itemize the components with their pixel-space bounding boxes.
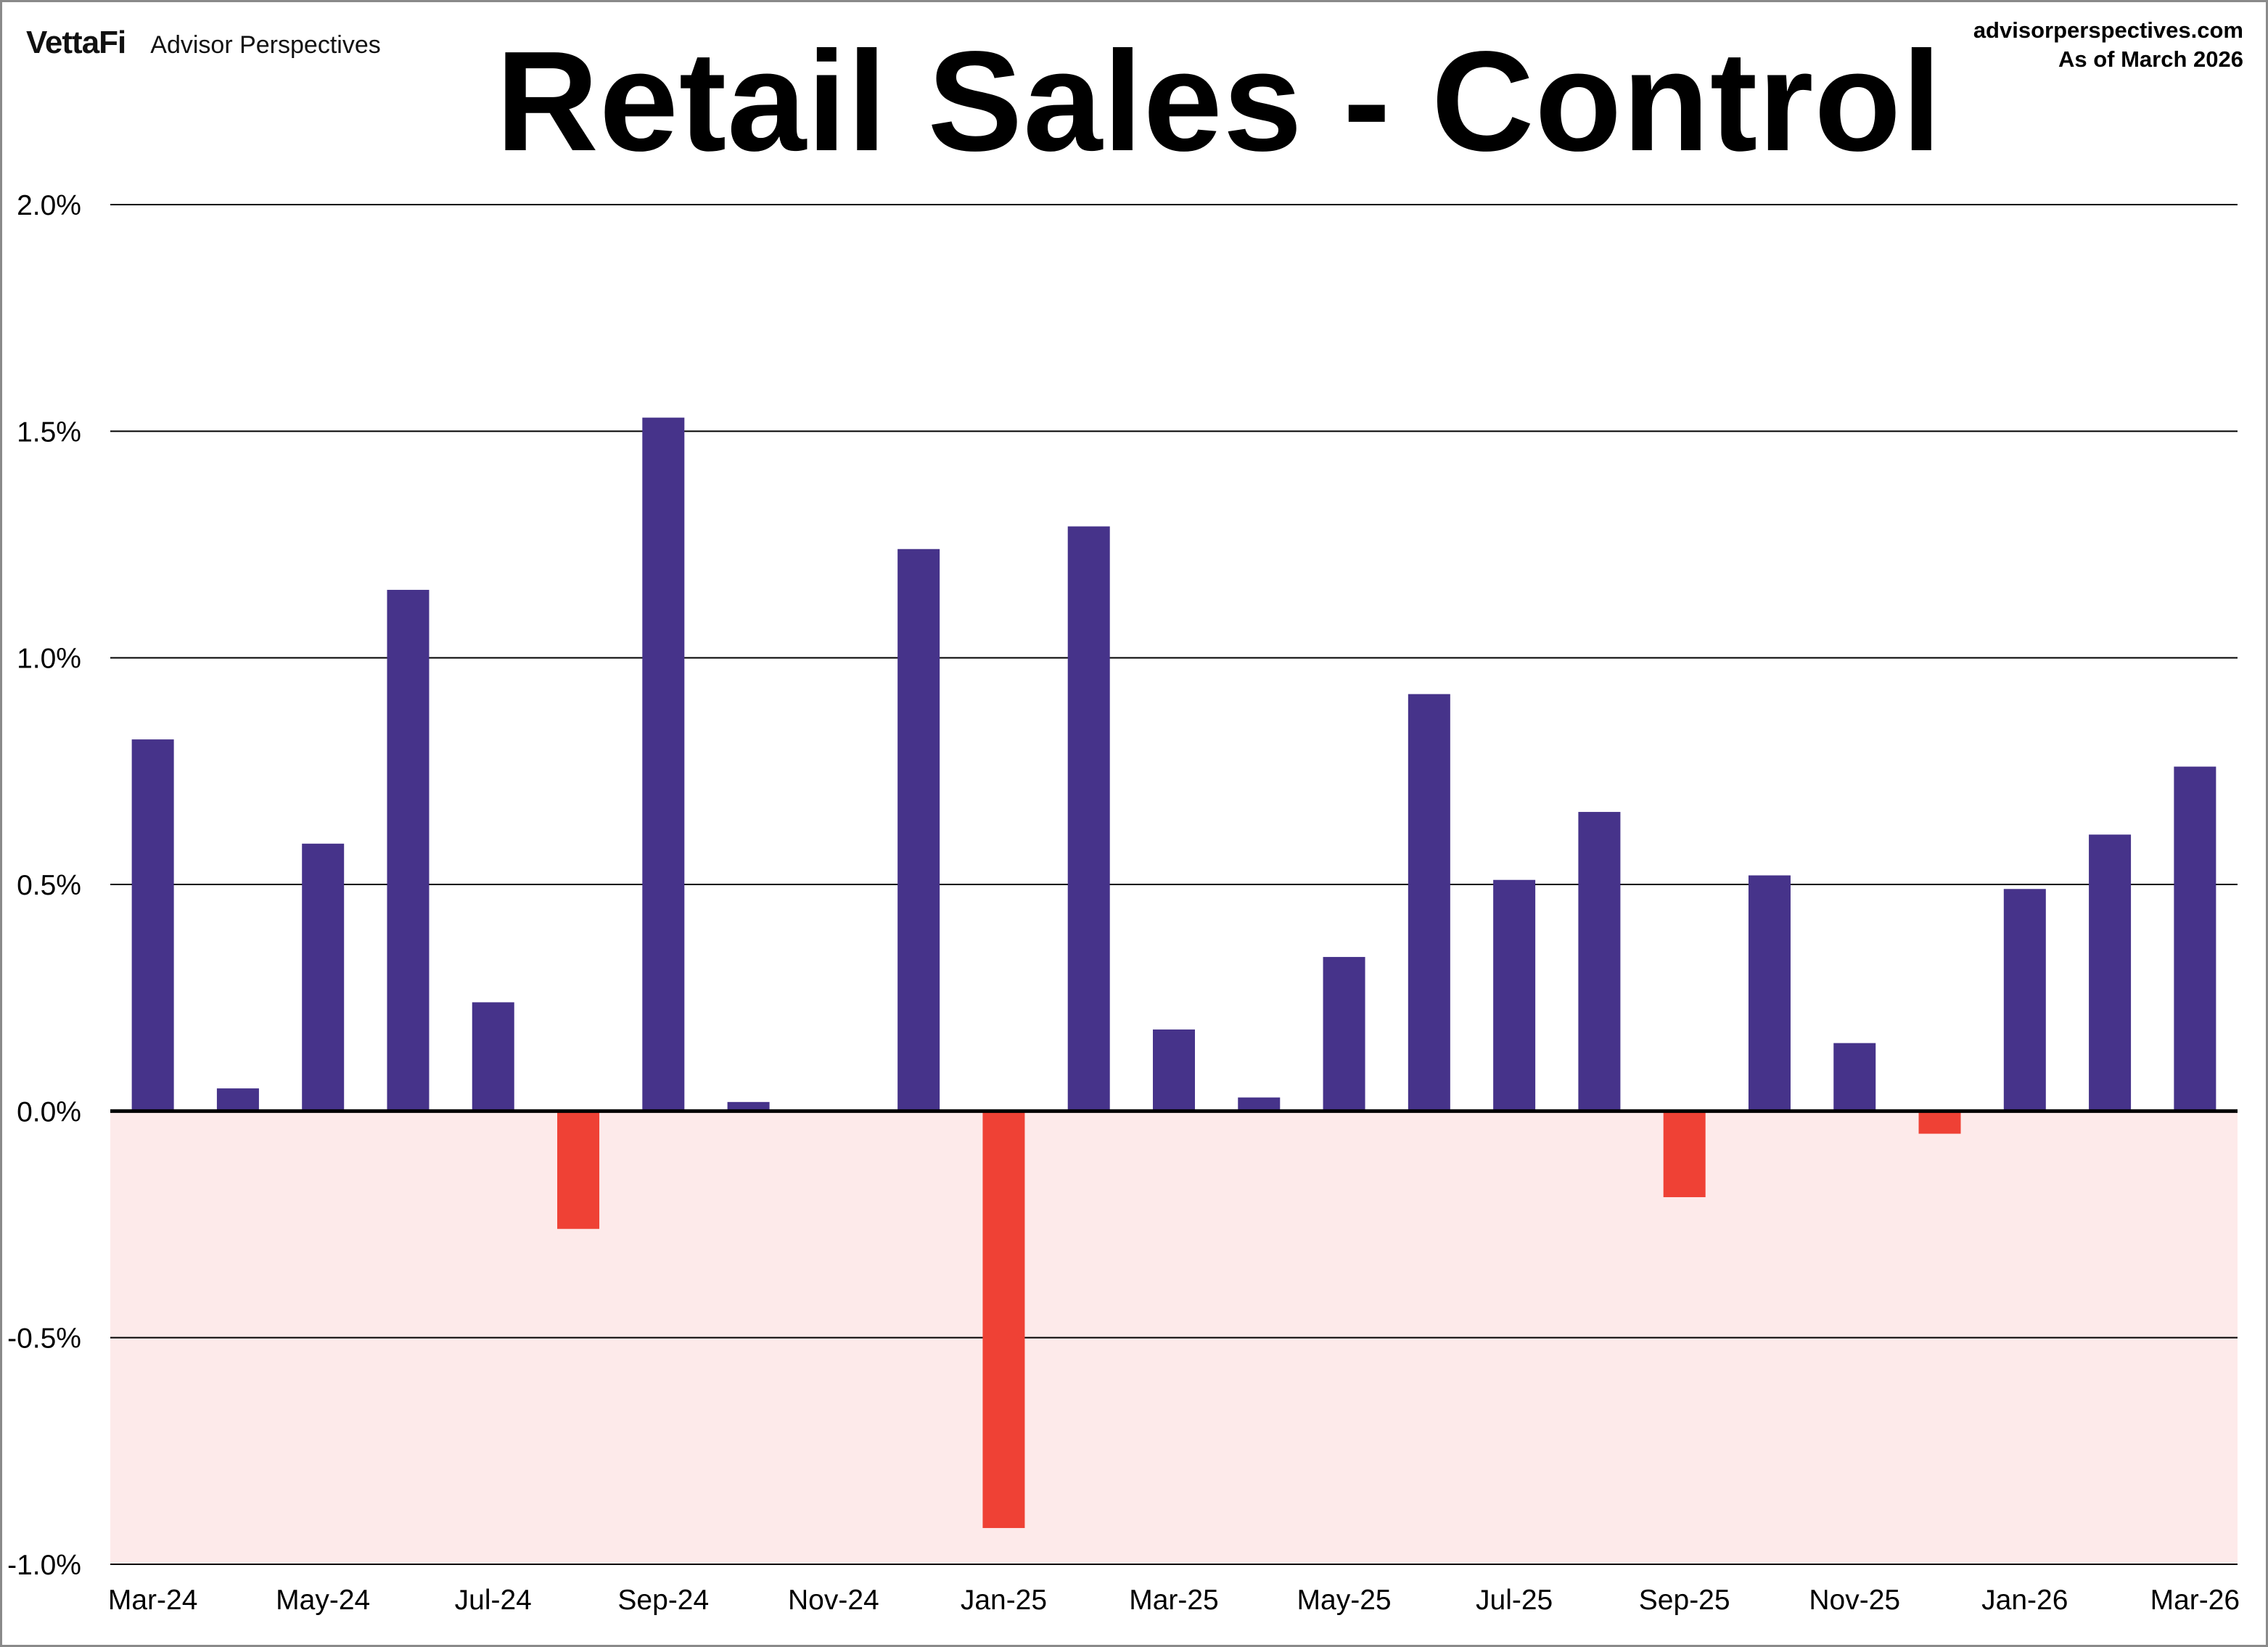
gridlines [110, 204, 2238, 1565]
x-tick-label: Jan-26 [1981, 1585, 2068, 1616]
x-tick-label: Jul-24 [455, 1585, 532, 1616]
bar-jul-24 [472, 1002, 514, 1112]
brand-name: Advisor Perspectives [150, 31, 381, 59]
bar-jun-25 [1408, 694, 1450, 1112]
x-tick-label: Jan-25 [961, 1585, 1047, 1616]
x-tick-label: Jul-25 [1476, 1585, 1553, 1616]
x-tick-label: Sep-25 [1639, 1585, 1730, 1616]
bar-sep-24 [642, 417, 685, 1112]
x-axis-ticks: Mar-24 May-24 Jul-24 Sep-24 Nov-24 Jan-25 Mar-… [108, 1585, 2240, 1616]
x-tick-label: Sep-24 [617, 1585, 709, 1616]
x-tick-label: Mar-26 [2150, 1585, 2240, 1616]
bar-apr-25 [1238, 1097, 1281, 1112]
bar-apr-24 [216, 1088, 259, 1112]
x-tick-label: May-24 [276, 1585, 370, 1616]
y-tick-label: -1.0% [7, 1550, 81, 1581]
bar-may-25 [1323, 956, 1365, 1112]
bar-aug-25 [1578, 812, 1621, 1112]
x-tick-label: Mar-25 [1129, 1585, 1219, 1616]
chart-title: Retail Sales - Control [496, 22, 1942, 181]
as-of-date: As of March 2026 [2058, 46, 2243, 72]
bar-oct-25 [1748, 875, 1791, 1112]
bar-jul-25 [1493, 879, 1536, 1112]
bar-feb-25 [1067, 526, 1110, 1112]
vettafi-logo: VettaFi [26, 25, 126, 60]
x-tick-label: Mar-24 [108, 1585, 198, 1616]
bar-feb-26 [2089, 834, 2132, 1112]
bar-sep-25 [1663, 1111, 1706, 1198]
bar-mar-26 [2174, 766, 2216, 1112]
x-tick-label: Nov-24 [788, 1585, 879, 1616]
bar-oct-24 [727, 1101, 770, 1112]
source-url: advisorperspectives.com [1973, 17, 2243, 43]
y-tick-label: -0.5% [7, 1323, 81, 1355]
brand: VettaFi Advisor Perspectives [26, 25, 381, 61]
bar-jun-24 [387, 589, 430, 1112]
y-tick-label: 0.0% [17, 1096, 81, 1128]
bar-dec-25 [1918, 1111, 1961, 1134]
y-tick-label: 2.0% [17, 190, 81, 221]
y-tick-label: 0.5% [17, 870, 81, 901]
bars [131, 417, 2216, 1529]
bar-jan-25 [982, 1111, 1025, 1529]
bar-jan-26 [2003, 889, 2046, 1112]
source-block: advisorperspectives.com As of March 2026 [1973, 16, 2243, 74]
bar-may-24 [302, 843, 345, 1112]
y-tick-label: 1.0% [17, 644, 81, 675]
y-axis-ticks: 2.0% 1.5% 1.0% 0.5% 0.0% -0.5% -1.0% [7, 190, 81, 1581]
y-tick-label: 1.5% [17, 416, 81, 448]
bar-mar-24 [131, 739, 174, 1112]
bar-mar-25 [1153, 1029, 1195, 1112]
bar-dec-24 [897, 549, 940, 1112]
x-tick-label: Nov-25 [1809, 1585, 1900, 1616]
bar-aug-24 [557, 1111, 600, 1229]
bar-nov-25 [1833, 1043, 1876, 1112]
x-tick-label: May-25 [1297, 1585, 1392, 1616]
